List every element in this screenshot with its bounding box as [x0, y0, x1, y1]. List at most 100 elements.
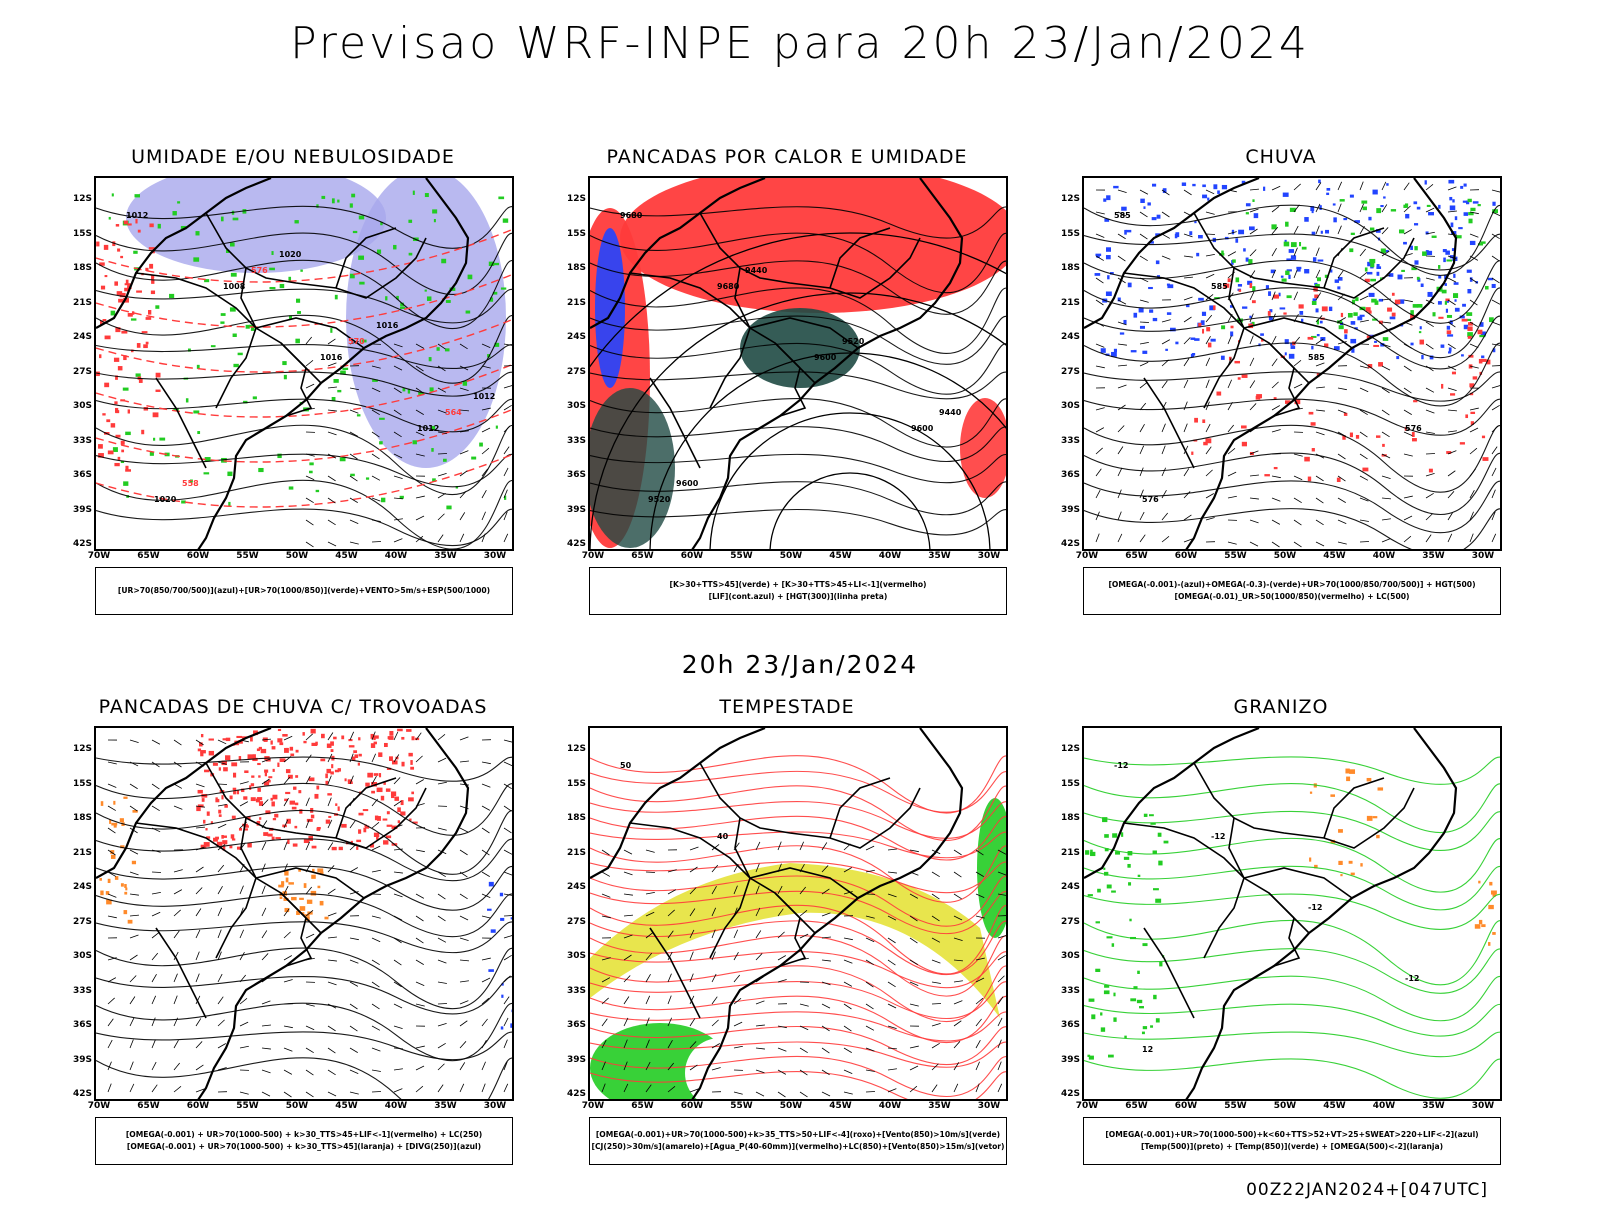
lon-tick-label: 70W: [1072, 1101, 1102, 1111]
wind-arrow: [240, 886, 243, 894]
contour-line: [1084, 1004, 1502, 1036]
speckle: [1221, 325, 1225, 329]
speckle: [300, 270, 302, 272]
wind-arrow: [218, 997, 223, 1004]
speckle: [99, 878, 101, 881]
speckle: [1222, 185, 1227, 189]
speckle: [1419, 331, 1421, 333]
wind-arrow: [416, 1046, 425, 1048]
speckle: [290, 747, 293, 751]
wind-arrow: [800, 1004, 809, 1006]
wind-arrow: [438, 493, 446, 498]
wind-arrow: [800, 1048, 808, 1053]
wind-arrow: [372, 822, 379, 828]
wind-arrow: [108, 916, 117, 918]
wind-arrow: [196, 1041, 202, 1048]
wind-arrow: [1272, 359, 1277, 366]
speckle: [211, 345, 216, 347]
lat-tick-label: 42S: [58, 1089, 92, 1099]
speckle: [1129, 919, 1131, 922]
wind-arrow: [1426, 432, 1435, 434]
wind-arrow: [328, 732, 333, 740]
lon-tick-label: 60W: [183, 1101, 213, 1111]
speckle: [311, 875, 316, 879]
wind-arrow: [416, 850, 425, 852]
contour-line: [1084, 399, 1502, 435]
speckle: [1382, 444, 1385, 447]
lat-tick-label: 33S: [552, 436, 586, 446]
speckle: [409, 253, 413, 256]
wind-arrow: [1184, 190, 1192, 195]
contour-value-label: 576: [1405, 424, 1422, 433]
wind-arrow: [1206, 234, 1215, 235]
speckle: [379, 441, 383, 444]
speckle: [445, 348, 450, 351]
wind-arrow: [438, 982, 447, 984]
speckle: [1211, 339, 1216, 342]
wind-arrow: [416, 756, 423, 762]
wind-arrow: [416, 496, 425, 498]
speckle: [1242, 306, 1247, 308]
speckle: [511, 1010, 514, 1013]
wind-arrow: [438, 938, 446, 942]
wind-arrow: [844, 1092, 853, 1094]
speckle: [500, 918, 504, 921]
wind-arrow: [1162, 490, 1166, 498]
wind-arrow: [1118, 425, 1124, 432]
speckle: [498, 197, 504, 200]
wind-arrow: [1382, 322, 1391, 323]
wind-arrow: [108, 1019, 113, 1026]
speckle: [1468, 336, 1472, 339]
panel-thunderstorms: PANCADAS DE CHUVA C/ TROVOADAS [OMEGA(-0…: [58, 696, 528, 1206]
speckle: [1239, 289, 1242, 292]
legend-line-1: [OMEGA(-0.001)+UR>70(1000-500)+k<60+TTS>…: [1105, 1129, 1478, 1141]
speckle: [326, 820, 330, 824]
wind-arrow: [1250, 475, 1259, 476]
speckle: [153, 438, 155, 441]
contour-value-label: 1016: [320, 353, 343, 362]
lon-tick-label: 50W: [776, 551, 806, 561]
wind-arrow: [1426, 493, 1434, 498]
speckle: [137, 343, 141, 348]
speckle: [412, 736, 415, 740]
wind-arrow: [328, 889, 335, 894]
wind-arrow: [1316, 542, 1324, 546]
lon-tick-label: 50W: [1270, 1101, 1300, 1111]
speckle: [251, 797, 256, 801]
speckle: [1380, 205, 1383, 207]
speckle: [1479, 920, 1482, 924]
speckle: [203, 820, 205, 824]
wind-arrow: [1470, 234, 1478, 237]
speckle: [126, 280, 129, 284]
speckle: [1447, 330, 1451, 334]
lon-tick-label: 35W: [431, 551, 461, 561]
wind-arrow: [1448, 300, 1456, 305]
speckle: [1288, 275, 1290, 279]
speckle: [1438, 265, 1440, 269]
wind-arrow: [1426, 388, 1434, 392]
wind-arrow: [1162, 212, 1169, 217]
speckle: [1475, 924, 1481, 929]
speckle: [332, 847, 337, 850]
speckle: [311, 815, 314, 819]
speckle: [1492, 202, 1495, 206]
speckle: [1420, 340, 1425, 345]
lat-tick-label: 36S: [1046, 470, 1080, 480]
speckle: [111, 423, 115, 427]
speckle: [1142, 943, 1147, 946]
speckle: [1417, 304, 1422, 308]
speckle: [1448, 351, 1451, 353]
contour-line: [1084, 838, 1502, 892]
speckle: [113, 447, 118, 452]
wind-arrow: [1470, 428, 1478, 432]
wind-arrow: [734, 1022, 742, 1026]
wind-arrow: [712, 974, 716, 982]
speckle: [1467, 289, 1471, 293]
speckle: [202, 798, 205, 802]
lat-tick-label: 18S: [552, 813, 586, 823]
speckle: [207, 811, 210, 815]
speckle: [1296, 267, 1301, 269]
speckle: [1411, 343, 1414, 346]
speckle: [1095, 969, 1100, 972]
